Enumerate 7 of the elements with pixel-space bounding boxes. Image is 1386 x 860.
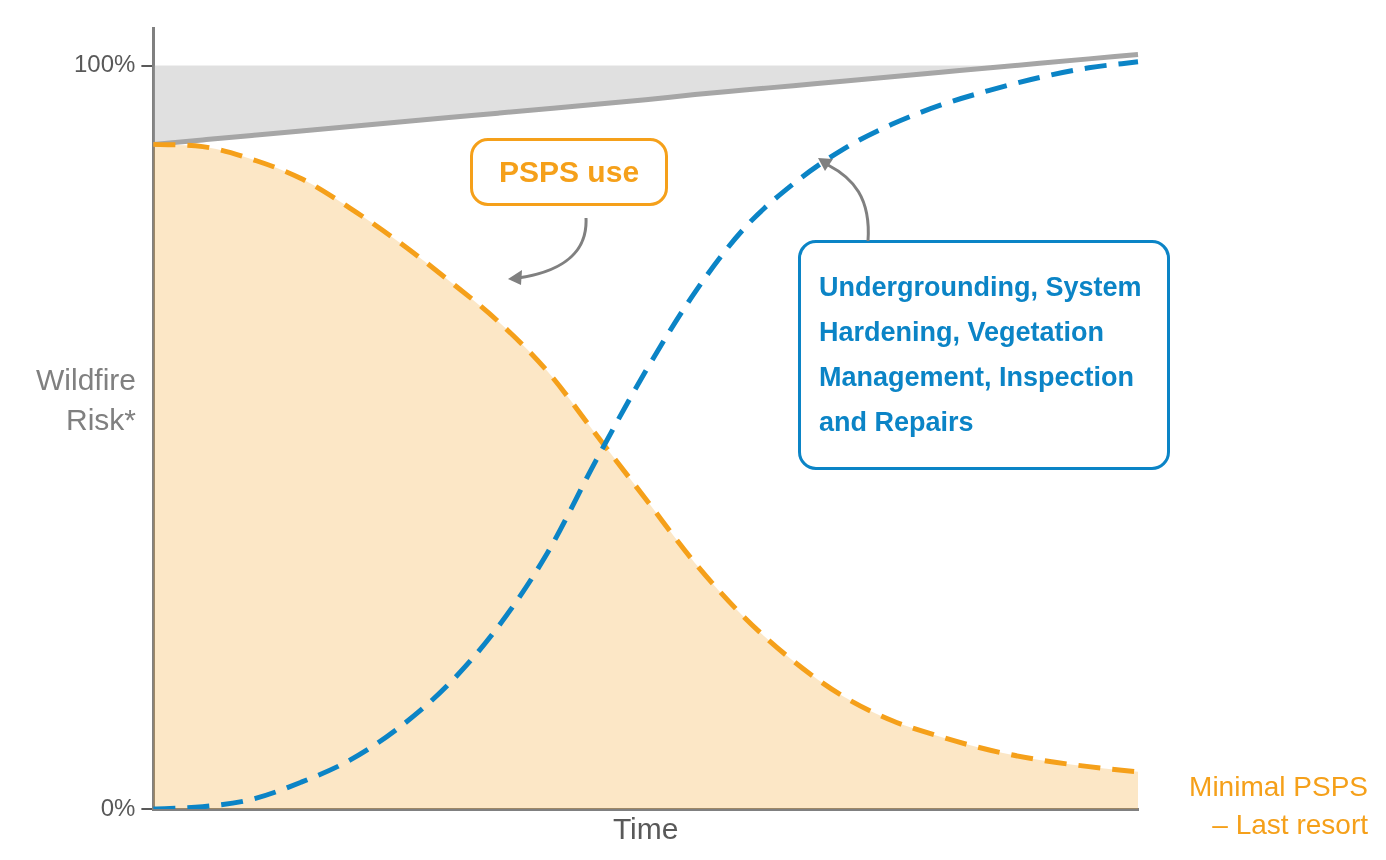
text: PSPS use	[470, 138, 669, 206]
y-tick-label: 0%	[100, 793, 136, 821]
text: Minimal PSPS – Last resort	[1188, 770, 1368, 842]
y-axis-title: Wildfire Risk*	[35, 362, 136, 438]
x-axis-title: Time	[612, 812, 679, 846]
y-tick-label: 100%	[73, 50, 136, 78]
text: Undergrounding, System Hardening, Vegetation Management, Inspection and Repairs	[798, 240, 1170, 470]
